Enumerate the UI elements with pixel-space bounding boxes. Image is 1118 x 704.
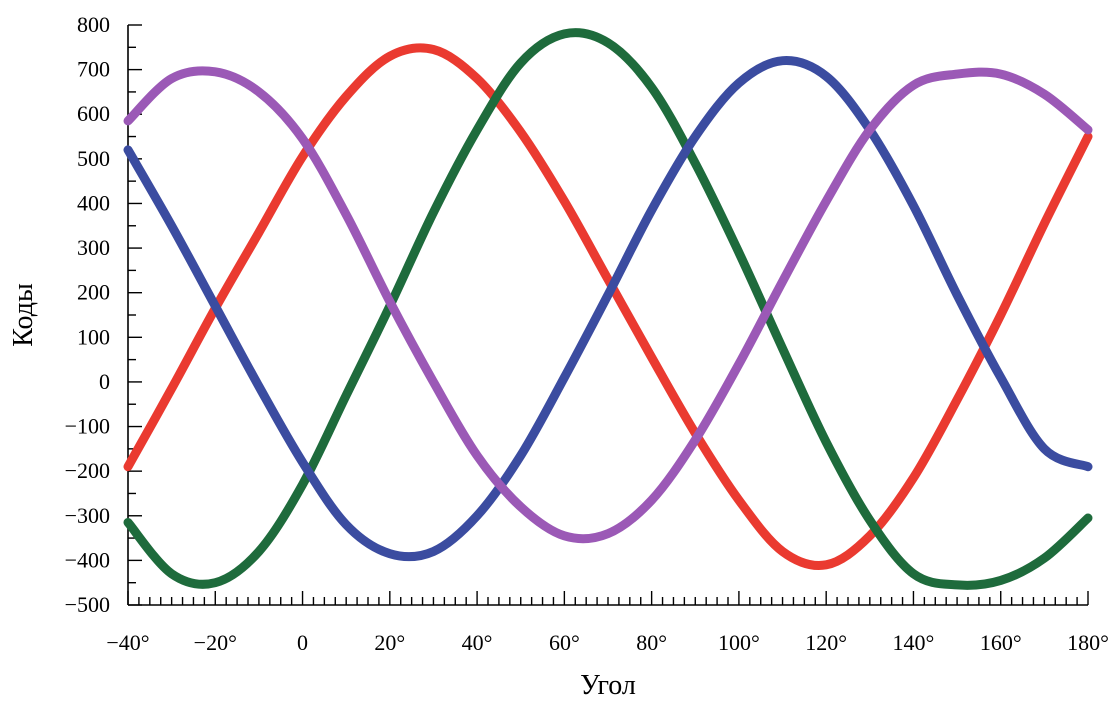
series-lines [123,28,1093,590]
x-tick-label: 120° [805,630,847,655]
x-tick-label: 0 [297,630,308,655]
y-tick-label: 800 [77,12,110,37]
y-tick-label: 0 [99,369,110,394]
x-tick-label: 80° [636,630,667,655]
y-axis: −500 −400 −300 −200 −100 0 100 200 300 400 500 600 7… [65,12,142,617]
y-axis-title: Коды [8,283,39,347]
y-tick-label: −200 [65,458,110,483]
series-line-3 [123,56,1093,562]
y-tick-label: 700 [77,57,110,82]
series-line-2 [123,28,1093,590]
y-tick-label: 200 [77,280,110,305]
x-tick-label: 180° [1067,630,1109,655]
y-tick-label: 300 [77,235,110,260]
y-tick-label: −400 [65,547,110,572]
y-tick-label: −300 [65,503,110,528]
y-tick-label: −100 [65,414,110,439]
y-tick-label: 600 [77,101,110,126]
x-tick-label: 100° [718,630,760,655]
x-tick-label: 60° [549,630,580,655]
x-tick-label: 40° [462,630,493,655]
y-tick-label: 500 [77,146,110,171]
x-tick-label: 20° [374,630,405,655]
y-tick-label: 100 [77,324,110,349]
x-tick-label: −20° [194,630,237,655]
x-tick-label: 140° [893,630,935,655]
x-axis-title: Угол [580,670,636,701]
x-tick-label: −40° [106,630,149,655]
y-tick-label: −500 [65,592,110,617]
x-axis: −40° −20° 0 20° 40° 60° 80° 100° 120° 140° 160° 180… [106,591,1109,655]
y-tick-label: 400 [77,190,110,215]
series-line-1 [123,43,1093,570]
x-tick-label: 160° [980,630,1022,655]
series-line-4 [123,66,1093,544]
